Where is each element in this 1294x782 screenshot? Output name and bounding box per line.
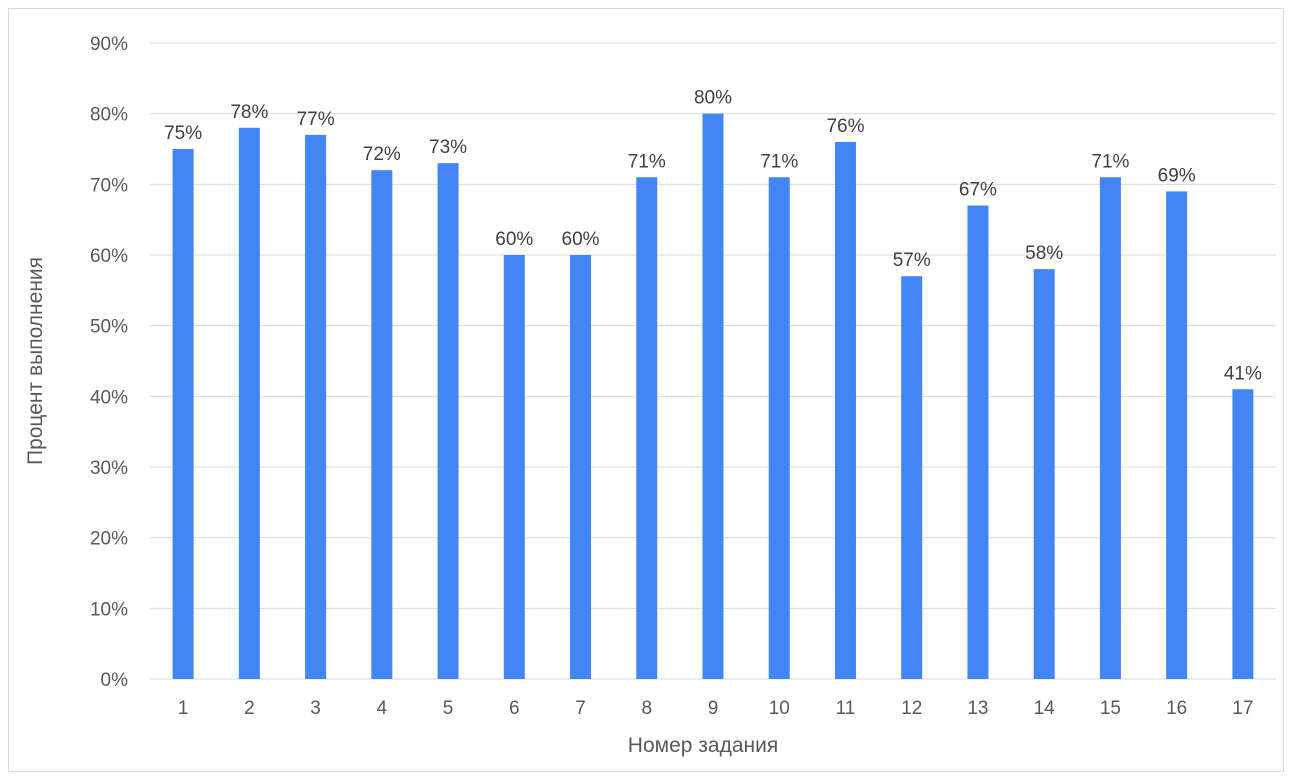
x-tick-label: 10: [769, 698, 790, 719]
data-label: 76%: [826, 116, 864, 137]
data-label: 60%: [562, 229, 600, 250]
bar: [967, 205, 989, 680]
x-tick-label: 17: [1232, 698, 1253, 719]
bar: [1232, 389, 1254, 679]
y-tick-label: 10%: [90, 599, 128, 620]
data-label: 57%: [893, 250, 931, 271]
bar: [172, 149, 194, 679]
x-tick-label: 16: [1166, 698, 1187, 719]
bar: [570, 255, 592, 679]
bar: [371, 170, 393, 679]
data-label: 71%: [1091, 151, 1129, 172]
bar: [834, 141, 856, 679]
bar: [238, 127, 260, 680]
bar: [636, 177, 658, 679]
x-tick-label: 9: [708, 698, 719, 719]
bar: [1099, 177, 1121, 679]
x-tick-label: 4: [377, 698, 388, 719]
x-tick-label: 5: [443, 698, 454, 719]
data-label: 78%: [230, 102, 268, 123]
data-label: 60%: [495, 229, 533, 250]
x-tick-label: 8: [641, 698, 652, 719]
bar: [901, 276, 923, 679]
bar: [1166, 191, 1188, 679]
y-tick-label: 20%: [90, 529, 128, 550]
bar: [768, 177, 790, 679]
x-axis-title: Номер задания: [628, 734, 778, 757]
y-tick-label: 90%: [90, 34, 128, 55]
y-tick-label: 60%: [90, 246, 128, 267]
data-label: 72%: [363, 144, 401, 165]
y-tick-label: 80%: [90, 105, 128, 126]
data-label: 75%: [164, 123, 202, 144]
x-tick-label: 6: [509, 698, 520, 719]
x-axis-ticks: 1 2 3 4 5 6 7 8 9 10 11 12 13 14 15 16 17: [178, 698, 1254, 719]
x-tick-label: 2: [244, 698, 255, 719]
x-tick-label: 13: [967, 698, 988, 719]
x-tick-label: 15: [1100, 698, 1121, 719]
data-label: 58%: [1025, 243, 1063, 264]
y-tick-label: 40%: [90, 387, 128, 408]
x-tick-label: 12: [901, 698, 922, 719]
bar: [437, 163, 459, 680]
x-tick-label: 11: [836, 698, 856, 719]
data-label: 69%: [1158, 165, 1196, 186]
x-tick-label: 1: [178, 698, 189, 719]
y-tick-label: 0%: [101, 670, 129, 691]
data-label: 71%: [760, 151, 798, 172]
data-label: 73%: [429, 137, 467, 158]
y-axis-title: Процент выполнения: [24, 257, 47, 465]
bar: [702, 113, 724, 679]
bar: [503, 255, 525, 679]
x-tick-label: 3: [310, 698, 321, 719]
y-tick-label: 50%: [90, 317, 128, 338]
bar: [1033, 269, 1055, 679]
data-labels: 75% 78% 77% 72% 73% 60% 60% 71% 80% 71% 76% 57% 67% 5…: [164, 88, 1262, 385]
data-label: 80%: [694, 88, 732, 109]
data-label: 67%: [959, 180, 997, 201]
y-tick-label: 70%: [90, 175, 128, 196]
y-tick-label: 30%: [90, 458, 128, 479]
x-tick-label: 14: [1034, 698, 1056, 719]
bar: [305, 134, 327, 679]
data-label: 77%: [297, 109, 335, 130]
data-label: 71%: [628, 151, 666, 172]
data-label: 41%: [1224, 363, 1262, 384]
bars: [172, 113, 1254, 680]
x-tick-label: 7: [575, 698, 586, 719]
y-axis-ticks: 0% 10% 20% 30% 40% 50% 60% 70% 80% 90%: [90, 34, 128, 691]
